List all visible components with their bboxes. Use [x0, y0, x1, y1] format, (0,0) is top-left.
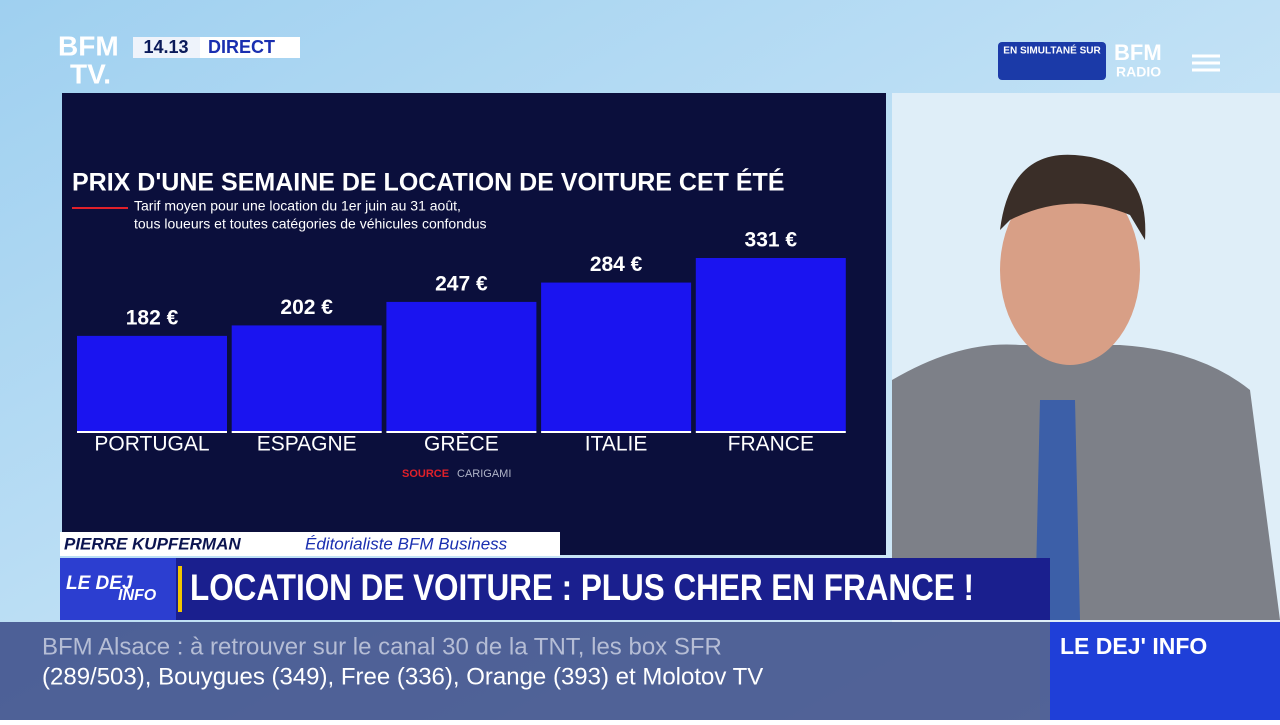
time: 14.13	[143, 37, 188, 57]
source-label: SOURCE	[402, 468, 449, 480]
bar	[386, 301, 537, 431]
show-logo-box	[60, 558, 176, 620]
time-box	[133, 37, 200, 58]
category-label: ESPAGNE	[257, 433, 357, 456]
show-name-box	[1050, 622, 1280, 720]
guest-head	[1000, 175, 1140, 365]
radio-box	[998, 42, 1106, 80]
menu-icon[interactable]	[1192, 54, 1220, 72]
bars: 182 € PORTUGAL 202 € ESPAGNE 247 € GRÈCE 284 €…	[77, 229, 846, 456]
show-logo-sub: INFO	[118, 587, 157, 604]
radio-logo-sub: RADIO	[1116, 64, 1161, 80]
chart-subtitle: Tarif moyen pour une location du 1er jui…	[134, 198, 461, 214]
bar	[541, 282, 692, 431]
radio-caption: EN SIMULTANÉ SUR	[1003, 44, 1101, 57]
value-label: 182 €	[126, 306, 179, 329]
headline: LOCATION DE VOITURE : PLUS CHER EN FRANC…	[190, 567, 974, 608]
ticker-line: (289/503), Bouygues (349), Free (336), O…	[42, 663, 763, 690]
logo-tv: TV.	[70, 58, 111, 89]
category-label: PORTUGAL	[94, 433, 209, 456]
ticker-line: BFM Alsace : à retrouver sur le canal 30…	[42, 633, 722, 660]
source-name: CARIGAMI	[457, 468, 511, 480]
value-label: 331 €	[745, 229, 798, 252]
logo-bfm: BFM	[58, 30, 119, 61]
chart-title: PRIX D'UNE SEMAINE DE LOCATION DE VOITUR…	[72, 168, 785, 197]
value-label: 247 €	[435, 272, 488, 295]
guest-body	[892, 344, 1280, 620]
bar	[77, 335, 227, 431]
speaker-role: Éditorialiste BFM Business	[305, 534, 508, 553]
bar	[695, 258, 846, 431]
ticker-band	[0, 622, 1050, 720]
headline-bar	[60, 558, 1050, 620]
show-name: LE DEJ' INFO	[1060, 633, 1207, 659]
headline-accent	[178, 566, 182, 612]
category-label: GRÈCE	[424, 433, 499, 456]
bar	[231, 325, 382, 431]
live-box	[200, 37, 300, 58]
radio-logo: BFM	[1114, 40, 1162, 65]
live: DIRECT	[208, 37, 275, 57]
show-logo: LE DEJ	[66, 573, 133, 594]
value-label: 202 €	[280, 296, 333, 319]
guest-hair	[1000, 154, 1146, 240]
chart-subtitle: tous loueurs et toutes catégories de véh…	[134, 216, 487, 232]
category-label: FRANCE	[728, 433, 814, 456]
value-label: 284 €	[590, 253, 643, 276]
category-label: ITALIE	[585, 433, 648, 456]
speaker-name: PIERRE KUPFERMAN	[64, 534, 241, 553]
speaker-bar	[60, 532, 560, 556]
